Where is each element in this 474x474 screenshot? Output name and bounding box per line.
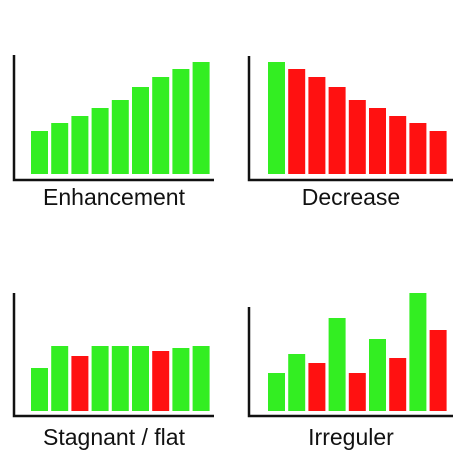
bar <box>429 131 447 174</box>
bar <box>288 69 306 174</box>
bar <box>31 368 48 411</box>
bar <box>152 351 170 411</box>
chart-label: Decrease <box>302 184 400 210</box>
bar <box>328 318 346 411</box>
bar <box>268 373 285 411</box>
bar <box>91 108 109 174</box>
bar <box>152 77 170 174</box>
axis <box>247 56 453 182</box>
bar <box>429 330 447 411</box>
bar <box>172 348 190 411</box>
bar <box>51 123 69 174</box>
chart-label: Enhancement <box>43 184 186 210</box>
bar <box>111 100 129 174</box>
bar <box>192 346 210 411</box>
bar <box>51 346 69 411</box>
bar <box>288 354 306 411</box>
bar <box>268 62 285 174</box>
bar <box>111 346 129 411</box>
bar <box>389 358 407 411</box>
bar <box>192 62 210 174</box>
bar <box>389 116 407 174</box>
bar <box>348 100 366 174</box>
bar <box>308 363 326 411</box>
axis <box>247 307 453 418</box>
bar <box>409 123 427 174</box>
bar <box>91 346 109 411</box>
bar <box>369 108 386 174</box>
chart-label: Irreguler <box>308 424 394 450</box>
bar <box>328 87 346 174</box>
bar <box>71 116 89 174</box>
bar <box>369 339 386 411</box>
chart-label: Stagnant / flat <box>43 424 186 450</box>
axis <box>12 293 214 418</box>
bar <box>348 373 366 411</box>
bar <box>31 131 48 174</box>
bar <box>308 77 326 174</box>
bar <box>132 87 149 174</box>
bar <box>172 69 190 174</box>
bar <box>409 293 427 411</box>
bar <box>71 356 89 411</box>
bar <box>132 346 149 411</box>
axis <box>12 55 214 182</box>
